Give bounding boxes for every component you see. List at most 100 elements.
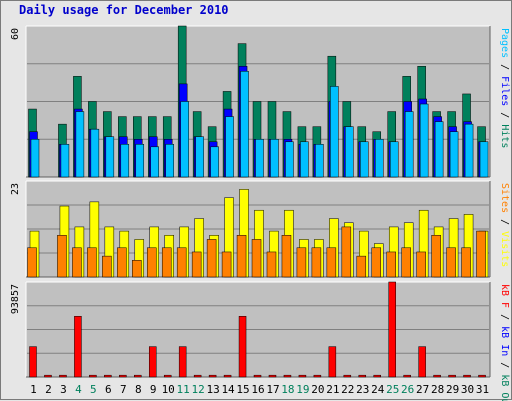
bar-pages bbox=[240, 71, 249, 178]
bar-sites bbox=[311, 247, 322, 278]
bar-kb-f bbox=[478, 374, 486, 378]
x-tick-label: 21 bbox=[326, 383, 339, 396]
bar-kb-f bbox=[418, 346, 426, 378]
bar-pages bbox=[270, 139, 279, 178]
bar-sites bbox=[117, 247, 127, 278]
legend-separator: / bbox=[499, 106, 510, 124]
bar-pages bbox=[120, 144, 130, 178]
bar-kb-f bbox=[134, 374, 142, 378]
bar-sites bbox=[431, 235, 441, 278]
x-tick-label: 24 bbox=[371, 383, 385, 396]
bar-sites bbox=[281, 235, 292, 278]
bar-pages bbox=[404, 111, 414, 178]
bar-kb-f bbox=[44, 374, 52, 378]
bar-kb-f bbox=[388, 281, 396, 378]
bar-pages bbox=[30, 139, 40, 178]
bar-sites bbox=[72, 247, 82, 278]
x-tick-label: 9 bbox=[150, 383, 157, 396]
bar-kb-f bbox=[193, 374, 202, 378]
x-tick-label: 30 bbox=[461, 383, 474, 396]
x-tick-label: 7 bbox=[120, 383, 127, 396]
legend-entry: kB F bbox=[499, 284, 510, 308]
bar-kb-f bbox=[148, 346, 157, 378]
x-tick-label: 19 bbox=[296, 383, 309, 396]
bar-pages bbox=[389, 141, 399, 178]
legend-entry: Pages bbox=[499, 28, 510, 58]
x-tick-label: 26 bbox=[401, 383, 414, 396]
bar-sites bbox=[57, 235, 67, 278]
bar-pages bbox=[150, 146, 159, 178]
bar-pages bbox=[75, 111, 85, 178]
x-tick-label: 2 bbox=[45, 383, 52, 396]
bar-pages bbox=[360, 141, 369, 178]
bar-pages bbox=[180, 101, 189, 178]
bar-sites bbox=[446, 247, 456, 278]
bar-kb-f bbox=[373, 374, 382, 378]
bar-sites bbox=[326, 247, 337, 278]
x-tick-label: 15 bbox=[236, 383, 249, 396]
bar-sites bbox=[146, 247, 157, 278]
x-tick-label: 22 bbox=[341, 383, 354, 396]
bar-pages bbox=[255, 139, 264, 178]
bar-kb-f bbox=[29, 346, 37, 378]
bar-pages bbox=[195, 136, 204, 178]
x-tick-label: 4 bbox=[75, 383, 82, 396]
x-tick-label: 25 bbox=[386, 383, 399, 396]
legend-separator: / bbox=[499, 356, 510, 374]
bar-pages bbox=[210, 146, 219, 178]
legend-entry: Sites bbox=[499, 183, 510, 213]
x-tick-label: 16 bbox=[251, 383, 264, 396]
x-tick-label: 11 bbox=[177, 383, 190, 396]
bar-pages bbox=[449, 131, 459, 178]
x-tick-label: 12 bbox=[192, 383, 205, 396]
bar-pages bbox=[165, 144, 174, 178]
bar-kb-f bbox=[238, 316, 247, 378]
bar-pages bbox=[225, 116, 234, 178]
bar-sites bbox=[87, 247, 97, 278]
x-tick-label: 27 bbox=[416, 383, 429, 396]
bar-sites bbox=[401, 247, 411, 278]
legend-separator: / bbox=[499, 58, 510, 76]
bar-kb-f bbox=[343, 374, 352, 378]
x-tick-label: 3 bbox=[60, 383, 67, 396]
bar-pages bbox=[105, 136, 115, 178]
bar-pages bbox=[434, 121, 444, 178]
bar-sites bbox=[206, 239, 217, 278]
bar-sites bbox=[476, 230, 486, 278]
bar-kb-f bbox=[74, 316, 82, 378]
bar-sites bbox=[416, 251, 426, 278]
x-tick-label: 23 bbox=[356, 383, 369, 396]
x-tick-label: 1 bbox=[30, 383, 37, 396]
y-max-label: 93857 bbox=[10, 284, 21, 314]
bar-sites bbox=[371, 247, 382, 278]
x-tick-label: 8 bbox=[135, 383, 142, 396]
bar-sites bbox=[386, 251, 396, 278]
bar-sites bbox=[191, 251, 202, 278]
bar-pages bbox=[464, 123, 474, 178]
y-max-label: 60 bbox=[10, 28, 21, 40]
x-tick-label: 10 bbox=[162, 383, 175, 396]
legend-separator: / bbox=[499, 213, 510, 231]
legend-entry: Hits bbox=[499, 124, 510, 148]
bar-kb-f bbox=[268, 374, 277, 378]
bar-sites bbox=[251, 239, 262, 278]
bar-kb-f bbox=[89, 374, 97, 378]
bar-kb-f bbox=[358, 374, 367, 378]
bar-sites bbox=[27, 247, 37, 278]
bar-pages bbox=[300, 141, 309, 178]
legend-entry: Visits bbox=[499, 231, 510, 267]
bar-kb-f bbox=[283, 374, 292, 378]
legend-entry: kB In bbox=[499, 326, 510, 356]
bar-sites bbox=[176, 247, 187, 278]
x-tick-label: 31 bbox=[476, 383, 489, 396]
bar-kb-f bbox=[313, 374, 322, 378]
x-tick-label: 14 bbox=[221, 383, 235, 396]
legend-entry: kB Out bbox=[499, 374, 510, 401]
x-tick-label: 28 bbox=[431, 383, 444, 396]
bar-kb-f bbox=[223, 374, 232, 378]
bar-kb-f bbox=[403, 374, 411, 378]
bar-sites bbox=[341, 226, 352, 278]
bar-kb-f bbox=[298, 374, 307, 378]
bar-sites bbox=[102, 255, 112, 278]
